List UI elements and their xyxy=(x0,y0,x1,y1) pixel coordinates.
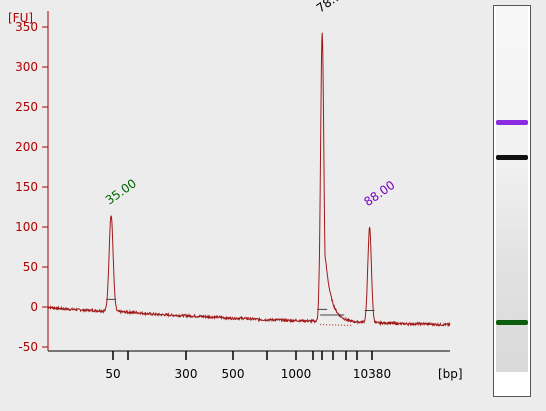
y-tick-label: 150 xyxy=(15,180,38,194)
region-baseline xyxy=(320,324,353,326)
x-tick-label: 1000 xyxy=(281,367,312,381)
peak-label: 35.00 xyxy=(103,176,139,207)
gel-band-upper-marker xyxy=(496,119,528,125)
y-tick-label: 300 xyxy=(15,60,38,74)
y-tick-label: 250 xyxy=(15,100,38,114)
y-tick-label: 350 xyxy=(15,20,38,34)
x-tick-label: 10380 xyxy=(353,367,391,381)
y-axis-label: [FU] xyxy=(8,11,33,25)
gel-image xyxy=(493,5,531,397)
x-tick-label: 50 xyxy=(105,367,120,381)
x-tick-label: 500 xyxy=(222,367,245,381)
y-tick-label: 200 xyxy=(15,140,38,154)
gel-lane xyxy=(496,6,528,372)
y-tick-label: 50 xyxy=(23,260,38,274)
y-tick-label: 0 xyxy=(30,300,38,314)
peak-label: 88.00 xyxy=(361,178,397,209)
x-axis-label: [bp] xyxy=(438,367,463,381)
y-axis-ticks: -50 0 50 100 150 200 250 300 350 xyxy=(15,20,48,354)
electropherogram-trace xyxy=(47,32,451,328)
y-tick-label: 100 xyxy=(15,220,38,234)
gel-band-main-band xyxy=(496,154,528,160)
y-tick-label: -50 xyxy=(18,340,38,354)
x-tick-label: 300 xyxy=(175,367,198,381)
plot-area: 35.00 78.19 88.00 xyxy=(47,0,451,352)
gel-band-lower-marker xyxy=(496,319,528,325)
peak-label: 78.19 xyxy=(314,0,350,15)
x-axis-ticks: 50 300 500 1000 10380 xyxy=(105,351,391,381)
electropherogram-chart: [FU] [bp] -50 0 50 100 150 200 250 300 350 50 300… xyxy=(8,0,463,381)
